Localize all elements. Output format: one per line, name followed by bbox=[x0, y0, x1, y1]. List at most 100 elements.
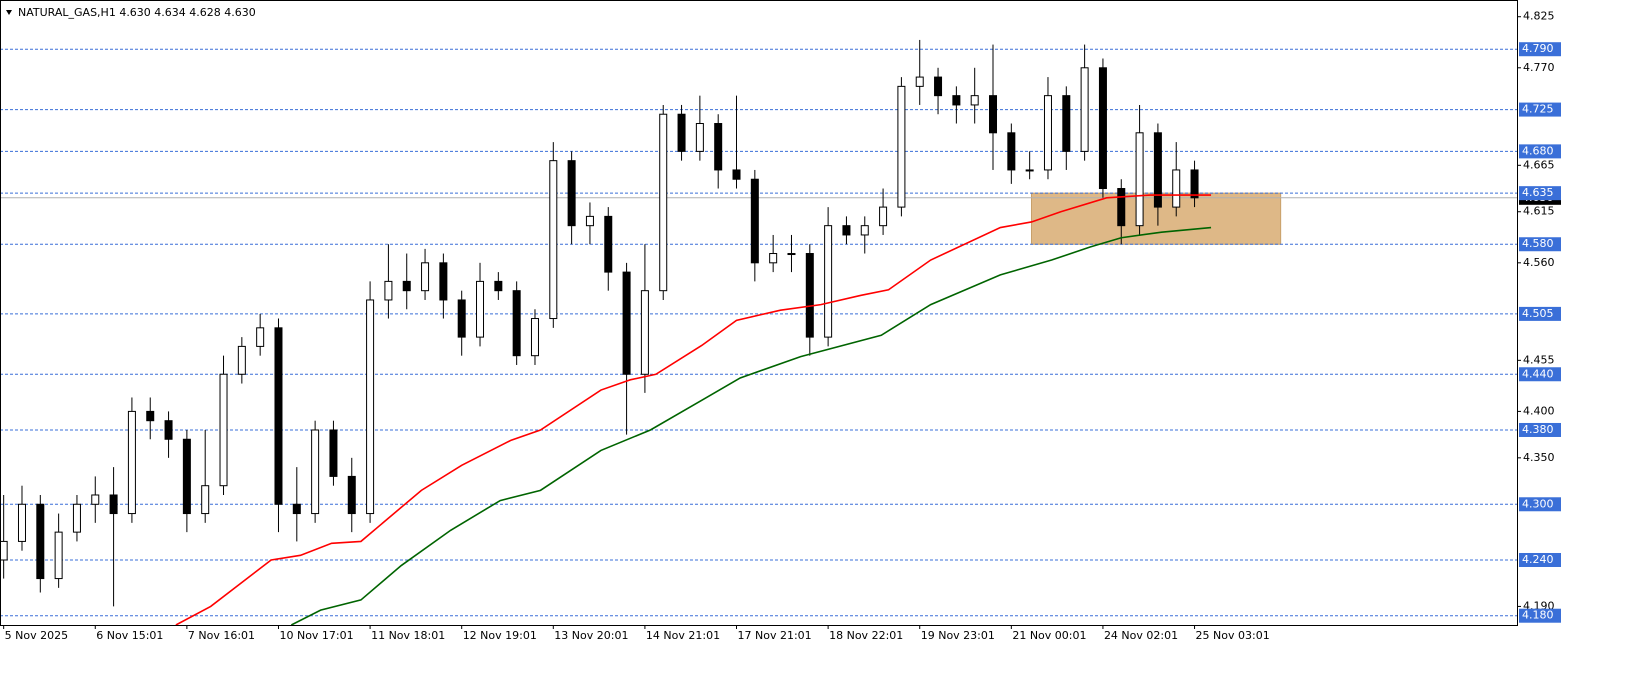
candle-body bbox=[1117, 188, 1126, 227]
level-label-box bbox=[1519, 102, 1561, 117]
y-tick-label: 4.665 bbox=[1523, 158, 1555, 171]
candle-body bbox=[457, 299, 466, 338]
candle-body bbox=[732, 169, 741, 180]
candle-body bbox=[384, 280, 393, 301]
candle-body bbox=[1098, 67, 1107, 190]
candle-body bbox=[237, 345, 246, 375]
candle-body bbox=[1007, 132, 1016, 171]
candle-body bbox=[17, 503, 26, 542]
x-tick-label: 17 Nov 21:01 bbox=[738, 629, 812, 642]
candle-body bbox=[805, 253, 814, 338]
candle-body bbox=[146, 410, 155, 422]
candle-body bbox=[567, 160, 576, 227]
candle-body bbox=[182, 438, 191, 515]
candle-body bbox=[530, 318, 539, 357]
level-label: 4.180 bbox=[1522, 609, 1554, 622]
candle-body bbox=[164, 420, 173, 440]
level-label: 4.240 bbox=[1522, 553, 1554, 566]
level-label-box bbox=[1519, 608, 1561, 623]
candle-body bbox=[549, 160, 558, 320]
level-label-box bbox=[1519, 186, 1561, 201]
candle-body bbox=[402, 280, 411, 292]
level-label: 4.300 bbox=[1522, 497, 1554, 510]
candle-body bbox=[494, 280, 503, 292]
candle-body bbox=[1135, 132, 1144, 227]
level-label-box bbox=[1519, 367, 1561, 382]
moving-average bbox=[290, 226, 1212, 625]
candle-body bbox=[347, 475, 356, 515]
plot-area bbox=[1, 39, 1517, 625]
level-label-box bbox=[1519, 42, 1561, 57]
candle-body bbox=[109, 494, 118, 515]
plot-frame bbox=[0, 0, 1518, 626]
candle-body bbox=[127, 410, 136, 515]
candle-body bbox=[824, 225, 833, 338]
candle-body bbox=[366, 299, 375, 515]
level-label-box bbox=[1519, 497, 1561, 512]
y-tick-label: 4.455 bbox=[1523, 353, 1555, 366]
level-label: 4.440 bbox=[1522, 367, 1554, 380]
candle-body bbox=[329, 429, 338, 477]
y-tick-label: 4.825 bbox=[1523, 10, 1555, 23]
x-tick-label: 12 Nov 19:01 bbox=[463, 629, 537, 642]
candle-body bbox=[934, 76, 943, 97]
x-tick-label: 5 Nov 2025 bbox=[5, 629, 68, 642]
candle-body bbox=[476, 280, 485, 338]
x-tick-label: 14 Nov 21:01 bbox=[646, 629, 720, 642]
level-label-box bbox=[1519, 237, 1561, 252]
candle-body bbox=[860, 225, 869, 236]
candle-body bbox=[1080, 67, 1089, 152]
level-label: 4.790 bbox=[1522, 42, 1554, 55]
candle-body bbox=[842, 225, 851, 236]
candle-body bbox=[915, 76, 924, 87]
candle-body bbox=[989, 95, 998, 134]
y-tick-label: 4.560 bbox=[1523, 256, 1555, 269]
candle-body bbox=[439, 262, 448, 301]
candle-body bbox=[695, 123, 704, 152]
candle-body bbox=[72, 503, 81, 533]
candle-body bbox=[1043, 95, 1052, 171]
candle-body bbox=[54, 531, 63, 580]
x-tick-label: 21 Nov 00:01 bbox=[1012, 629, 1086, 642]
candle-body bbox=[750, 178, 759, 264]
x-tick-label: 25 Nov 03:01 bbox=[1196, 629, 1270, 642]
x-tick-label: 6 Nov 15:01 bbox=[96, 629, 163, 642]
candle-body bbox=[585, 215, 594, 227]
candle-body bbox=[622, 271, 631, 375]
menu-triangle bbox=[6, 10, 12, 15]
level-label-box bbox=[1519, 552, 1561, 567]
candle-body bbox=[1153, 132, 1162, 208]
candle-body bbox=[274, 327, 283, 505]
candle-body bbox=[421, 262, 430, 292]
candle-body bbox=[1190, 169, 1199, 199]
level-label-box bbox=[1519, 422, 1561, 437]
candle-body bbox=[787, 253, 796, 256]
candle-body bbox=[879, 206, 888, 227]
y-tick-label: 4.770 bbox=[1523, 61, 1555, 74]
candle-body bbox=[970, 95, 979, 106]
level-label: 4.380 bbox=[1522, 423, 1554, 436]
level-label-box bbox=[1519, 306, 1561, 321]
candle-body bbox=[659, 113, 668, 292]
level-label: 4.680 bbox=[1522, 144, 1554, 157]
candle-body bbox=[1025, 169, 1034, 172]
x-tick-label: 18 Nov 22:01 bbox=[829, 629, 903, 642]
y-tick-label: 4.400 bbox=[1523, 404, 1555, 417]
level-label: 4.580 bbox=[1522, 237, 1554, 250]
y-tick-label: 4.615 bbox=[1523, 205, 1555, 218]
x-tick-label: 13 Nov 20:01 bbox=[554, 629, 628, 642]
candle-body bbox=[604, 215, 613, 273]
y-tick-label: 4.350 bbox=[1523, 451, 1555, 464]
candle-body bbox=[292, 503, 301, 515]
candle-body bbox=[36, 503, 45, 580]
moving-average bbox=[175, 194, 1212, 625]
chart-title: NATURAL_GAS,H1 4.630 4.634 4.628 4.630 bbox=[18, 6, 256, 19]
x-tick-label: 11 Nov 18:01 bbox=[371, 629, 445, 642]
candle-body bbox=[512, 290, 521, 357]
candle-body bbox=[219, 373, 228, 487]
candle-body bbox=[640, 290, 649, 375]
candle-body bbox=[677, 113, 686, 152]
level-label: 4.505 bbox=[1522, 307, 1554, 320]
candle-body bbox=[1, 540, 8, 561]
